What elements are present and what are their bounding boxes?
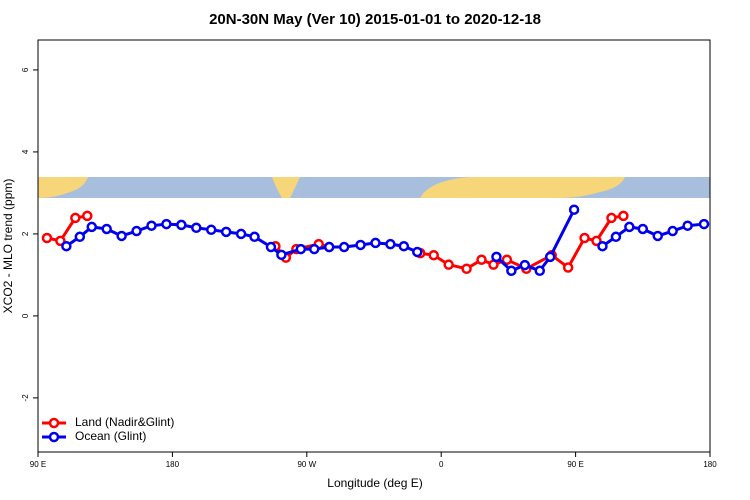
legend-marker [48,431,60,443]
x-tick-label: 90 W [297,460,316,469]
point [101,223,112,235]
point [544,251,556,263]
point [276,249,287,261]
y-axis-label: XCO2 - MLO trend (ppm) [1,179,15,314]
point [249,231,260,243]
point [519,259,531,271]
point [412,246,423,258]
point [562,262,574,273]
point [534,265,546,277]
legend-marker [48,417,60,429]
point [74,231,86,243]
x-tick-label: 180 [166,460,180,469]
point [652,230,663,242]
plot-frame [37,39,711,453]
point [682,220,693,231]
point [323,241,335,253]
y-tick-label: 6 [21,67,30,72]
point [606,212,617,224]
point [698,218,710,230]
y-tick-label: -2 [21,394,30,402]
y-tick-label: 0 [21,313,30,318]
point [610,231,622,243]
point [597,240,608,252]
x-tick-label: 0 [439,460,444,469]
point [86,221,98,233]
point [265,241,277,253]
point [579,232,590,244]
point [41,232,53,244]
x-tick-label: 90 E [567,460,583,469]
point [309,243,320,255]
point [131,225,142,237]
point [501,254,513,265]
point [161,218,172,230]
point [667,225,678,237]
point [70,212,81,224]
map-strip [38,177,710,198]
point [116,230,127,242]
point [624,221,635,233]
point [370,237,381,249]
legend-label: Ocean (Glint) [75,429,146,443]
point [385,238,396,250]
point [205,224,217,236]
x-tick-label: 180 [703,460,717,469]
point [220,226,232,238]
x-axis-label: Longitude (deg E) [327,476,422,490]
point [461,263,472,275]
chart-title: 20N-30N May (Ver 10) 2015-01-01 to 2020-… [209,11,541,28]
point [618,210,629,222]
point [506,265,517,277]
point [235,228,247,240]
point [443,259,454,270]
point [338,241,350,253]
point [476,254,487,265]
point [398,240,410,252]
point [637,223,649,235]
point [146,220,157,231]
legend-label: Land (Nadir&Glint) [75,415,174,429]
point [355,239,366,251]
point [568,204,580,215]
point [82,210,93,222]
series-line [46,214,624,271]
x-tick-label: 90 E [30,460,46,469]
y-tick-label: 4 [21,149,30,154]
point [176,219,187,231]
point [295,243,307,255]
point [428,249,439,261]
point [61,240,72,252]
point [191,222,202,234]
y-tick-label: 2 [21,231,30,236]
point [491,251,502,263]
